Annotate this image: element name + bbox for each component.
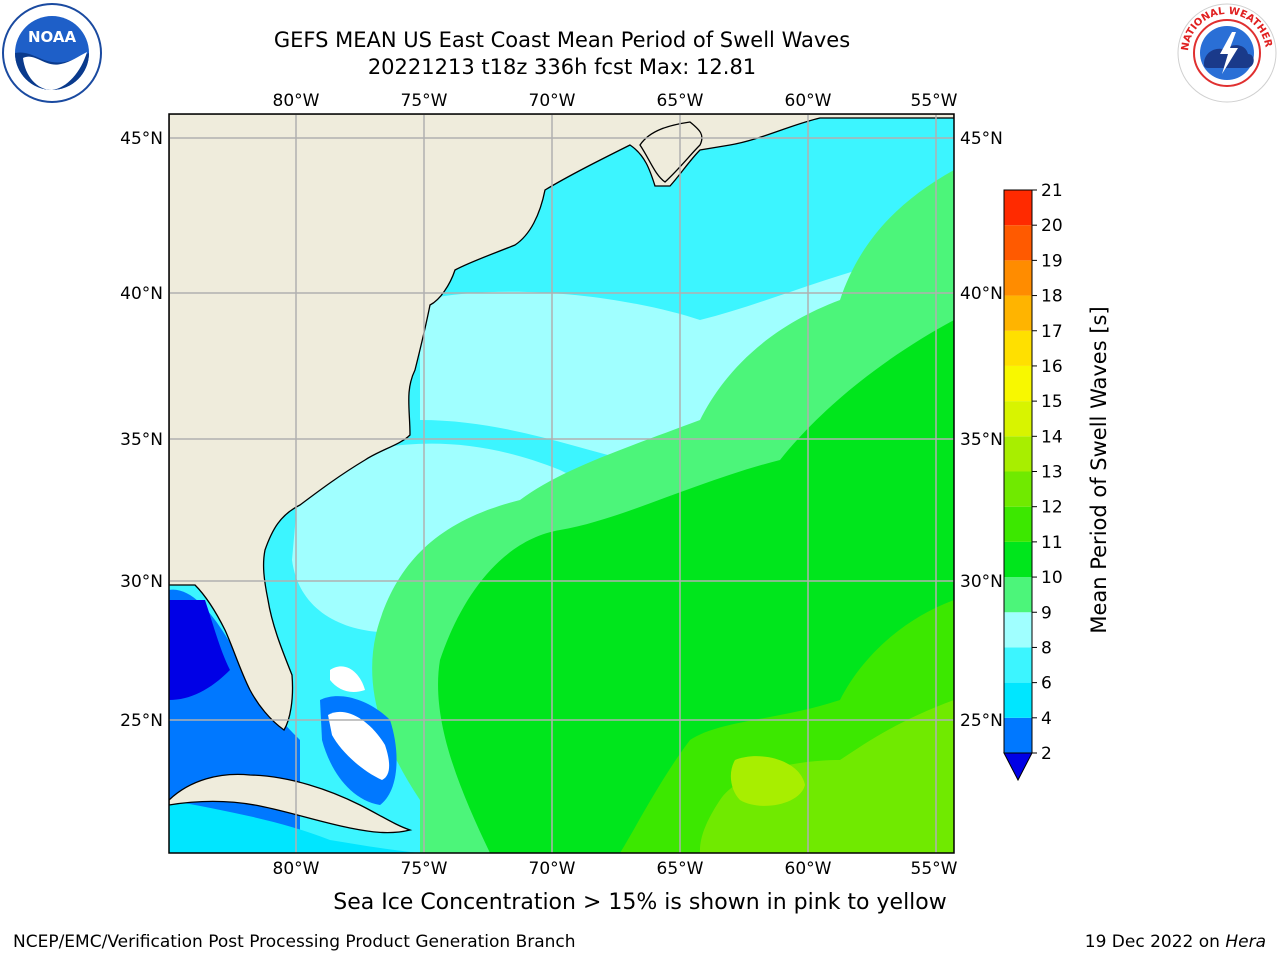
lon-tick-label: 65°W — [657, 91, 704, 111]
lat-tick-label: 40°N — [120, 284, 163, 304]
lon-tick-label: 55°W — [911, 91, 958, 111]
colorbar-tick-label: 6 — [1041, 674, 1052, 694]
colorbar-tick-label: 17 — [1041, 322, 1063, 342]
lon-tick-label: 70°W — [529, 91, 576, 111]
land-nova-scotia — [639, 121, 703, 183]
colorbar-swatch — [1004, 190, 1032, 226]
colorbar-tick-label: 14 — [1041, 427, 1063, 447]
colorbar-swatch — [1004, 612, 1032, 648]
colorbar-swatch — [1004, 506, 1032, 542]
colorbar-swatch — [1004, 225, 1032, 261]
noaa-logo: NOAA — [2, 3, 102, 103]
colorbar-tick-label: 8 — [1041, 638, 1052, 658]
caribbean-band-4-6s — [169, 800, 420, 853]
bahamas-shallow-north — [330, 666, 365, 692]
lon-tick-label: 60°W — [785, 859, 832, 879]
colorbar-swatch — [1004, 541, 1032, 578]
lon-tick-label: 75°W — [401, 91, 448, 111]
colorbar-label: Mean Period of Swell Waves [s] — [1087, 306, 1111, 633]
lon-tick-label: 60°W — [785, 91, 832, 111]
colorbar-tick-label: 20 — [1041, 216, 1063, 236]
lat-tick-label: 25°N — [960, 711, 1003, 731]
colorbar-swatch — [1004, 577, 1032, 613]
lat-tick-labels-left: 45°N 40°N 35°N 30°N 25°N — [120, 129, 163, 731]
colorbar-tick-label: 10 — [1041, 568, 1063, 588]
noaa-label: NOAA — [28, 28, 77, 46]
lat-tick-label: 30°N — [960, 572, 1003, 592]
bahamas-shallow-south — [328, 711, 390, 780]
colorbar-tick-label: 16 — [1041, 357, 1063, 377]
colorbar-tick-label: 18 — [1041, 287, 1063, 307]
lon-tick-label: 65°W — [657, 859, 704, 879]
map-frame-content — [169, 114, 954, 853]
map-title: GEFS MEAN US East Coast Mean Period of S… — [273, 28, 851, 52]
lat-tick-label: 40°N — [960, 284, 1003, 304]
colorbar-swatch — [1004, 471, 1032, 507]
colorbar-swatch — [1004, 647, 1032, 683]
colorbar: 2 4 6 8 9 10 11 12 13 14 15 16 17 18 19 20 21 — [1003, 181, 1063, 782]
lon-tick-label: 55°W — [911, 859, 958, 879]
colorbar-swatch — [1004, 717, 1032, 753]
credit-line: NCEP/EMC/Verification Post Processing Pr… — [13, 932, 576, 952]
lat-tick-label: 45°N — [120, 129, 163, 149]
lon-tick-label: 80°W — [273, 91, 320, 111]
colorbar-swatch — [1004, 260, 1032, 296]
map-subtitle: 20221213 t18z 336h fcst Max: 12.81 — [367, 55, 757, 79]
lat-tick-labels-right: 45°N 40°N 35°N 30°N 25°N — [960, 129, 1003, 731]
lon-tick-label: 70°W — [529, 859, 576, 879]
run-date: 19 Dec 2022 on Hera — [1084, 932, 1266, 952]
lat-tick-label: 45°N — [960, 129, 1003, 149]
gulf-band-under-2s — [169, 600, 230, 700]
sea-ice-note: Sea Ice Concentration > 15% is shown in … — [333, 890, 947, 915]
lat-tick-label: 35°N — [120, 430, 163, 450]
colorbar-swatch — [1004, 401, 1032, 437]
colorbar-tick-label: 9 — [1041, 603, 1052, 623]
ocean-band-12-13s — [700, 700, 954, 853]
lat-tick-label: 30°N — [120, 572, 163, 592]
ocean-band-13-14s — [730, 756, 805, 806]
lat-tick-label: 35°N — [960, 430, 1003, 450]
lon-tick-label: 80°W — [273, 859, 320, 879]
graticule — [169, 114, 954, 853]
nws-logo: NATIONAL WEATHER SERVICE — [1176, 2, 1277, 103]
colorbar-tick-label: 19 — [1041, 251, 1063, 271]
machine-name: Hera — [1225, 932, 1266, 952]
colorbar-tick-label: 12 — [1041, 498, 1063, 518]
colorbar-tick-label: 13 — [1041, 463, 1063, 483]
colorbar-swatch — [1004, 330, 1032, 366]
colorbar-tick-label: 4 — [1041, 709, 1052, 729]
map-border — [168, 113, 955, 854]
lat-tick-label: 25°N — [120, 711, 163, 731]
colorbar-swatch — [1004, 295, 1032, 331]
colorbar-tick-label: 21 — [1041, 181, 1063, 201]
colorbar-tick-label: 2 — [1041, 744, 1052, 764]
colorbar-swatch — [1004, 682, 1032, 718]
colorbar-swatch — [1004, 436, 1032, 472]
land-cuba — [169, 773, 413, 834]
lon-tick-labels-top: 80°W 75°W 70°W 65°W 60°W 55°W — [273, 91, 958, 111]
land-north-america — [169, 114, 954, 731]
lon-tick-labels-bottom: 80°W 75°W 70°W 65°W 60°W 55°W — [273, 859, 958, 879]
colorbar-extend-arrow — [1003, 752, 1033, 782]
colorbar-tick-label: 15 — [1041, 392, 1063, 412]
colorbar-tick-label: 11 — [1041, 533, 1063, 553]
colorbar-swatch — [1004, 365, 1032, 402]
lon-tick-label: 75°W — [401, 859, 448, 879]
